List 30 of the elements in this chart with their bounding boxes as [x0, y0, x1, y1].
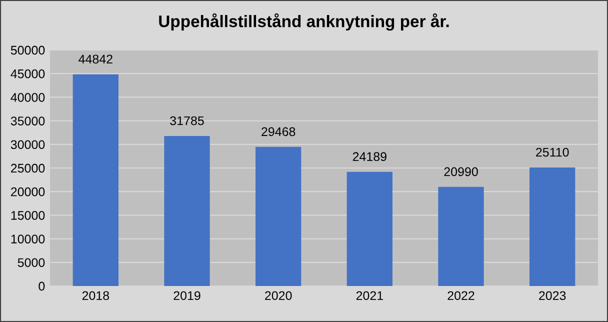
- y-tick-label: 0: [38, 282, 45, 291]
- data-label: 24189: [352, 152, 386, 162]
- y-tick-label: 50000: [10, 46, 45, 55]
- bar: [164, 136, 210, 286]
- y-tick-label: 45000: [10, 69, 45, 78]
- y-tick-label: 15000: [11, 211, 45, 220]
- y-tick-label: 40000: [10, 93, 45, 102]
- y-tick-label: 10000: [11, 234, 45, 244]
- data-label: 20990: [444, 167, 478, 176]
- bar: [72, 74, 118, 286]
- y-tick-label: 20000: [11, 187, 45, 196]
- y-tick-label: 35000: [10, 116, 45, 126]
- data-label: 31785: [170, 116, 204, 126]
- y-tick-label: 30000: [10, 140, 45, 150]
- data-label: 29468: [262, 127, 296, 136]
- x-tick-label: 2021: [356, 291, 383, 300]
- x-tick-label: 2020: [265, 291, 292, 300]
- x-tick-label: 2018: [82, 291, 110, 300]
- x-tick-label: 2023: [539, 291, 566, 300]
- bar: [256, 146, 302, 286]
- chart-title: Uppehållstillstånd anknytning per år.: [159, 13, 449, 31]
- bar: [346, 172, 392, 286]
- bar: [438, 186, 484, 286]
- data-label: 44842: [78, 54, 112, 64]
- x-tick-label: 2019: [174, 291, 200, 300]
- data-label: 25110: [536, 148, 569, 157]
- y-tick-label: 25000: [11, 164, 45, 173]
- x-tick-label: 2022: [448, 291, 474, 300]
- y-tick-label: 5000: [18, 258, 45, 268]
- bar: [530, 167, 576, 286]
